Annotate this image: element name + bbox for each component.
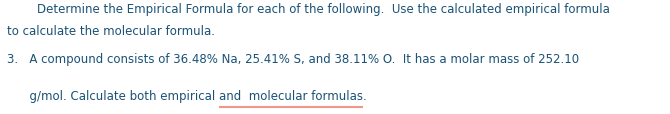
- Text: to calculate the molecular formula.: to calculate the molecular formula.: [7, 25, 214, 38]
- Text: g/mol. Calculate both empirical and  molecular formulas.: g/mol. Calculate both empirical and mole…: [7, 89, 366, 102]
- Text: Determine the Empirical Formula for each of the following.  Use the calculated e: Determine the Empirical Formula for each…: [7, 3, 610, 16]
- Text: 3.   A compound consists of 36.48% Na, 25.41% S, and 38.11% O.  It has a molar m: 3. A compound consists of 36.48% Na, 25.…: [7, 52, 579, 65]
